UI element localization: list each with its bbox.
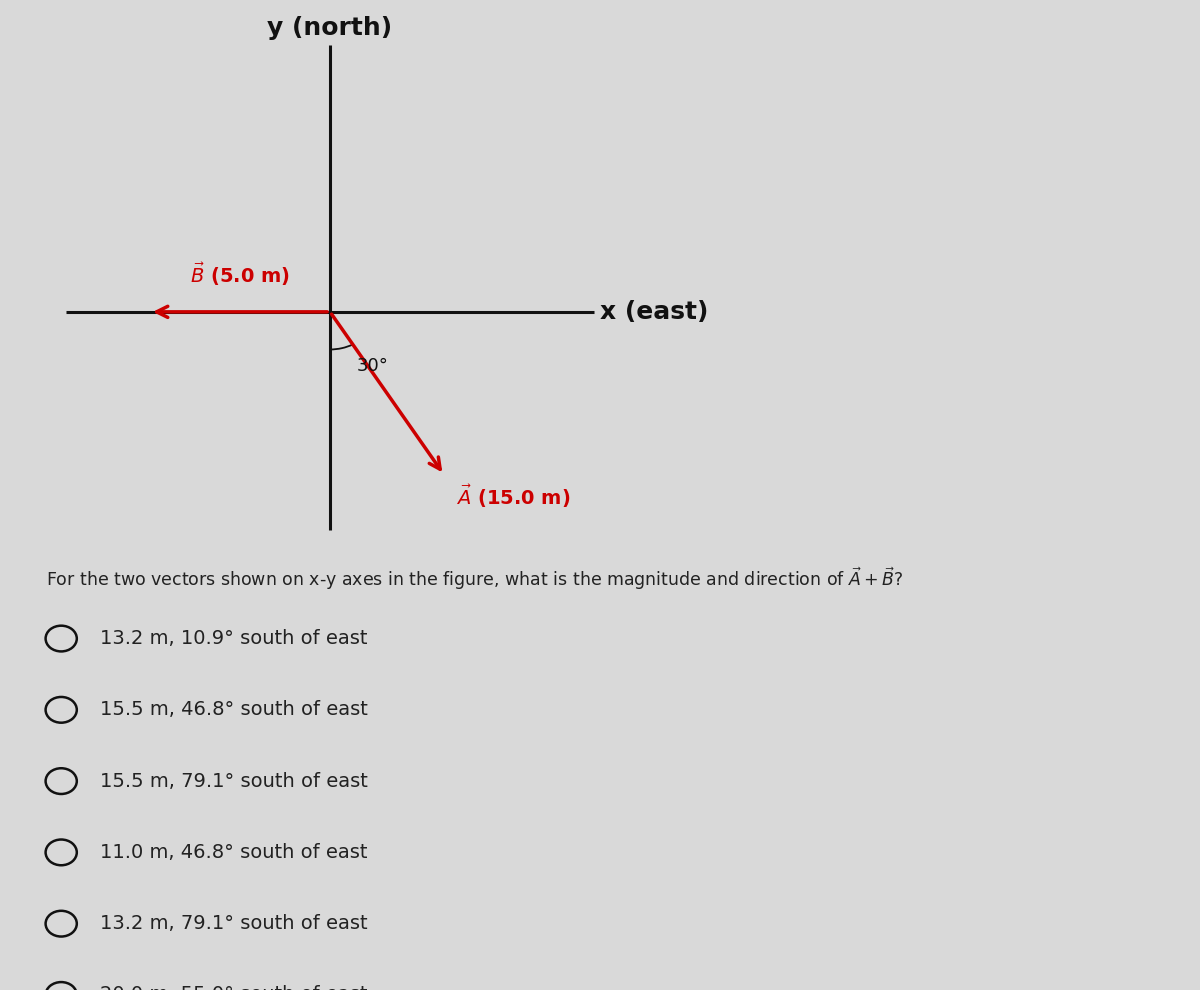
Text: x (east): x (east) [600,300,708,324]
Text: 15.5 m, 79.1° south of east: 15.5 m, 79.1° south of east [100,771,367,791]
Text: 13.2 m, 10.9° south of east: 13.2 m, 10.9° south of east [100,629,367,648]
Text: 11.0 m, 46.8° south of east: 11.0 m, 46.8° south of east [100,842,367,862]
Text: 13.2 m, 79.1° south of east: 13.2 m, 79.1° south of east [100,914,367,934]
Text: For the two vectors shown on x-y axes in the figure, what is the magnitude and d: For the two vectors shown on x-y axes in… [46,566,902,592]
Text: $\vec{B}$ (5.0 m): $\vec{B}$ (5.0 m) [190,260,290,288]
Text: $\vec{A}$ (15.0 m): $\vec{A}$ (15.0 m) [456,483,570,510]
Text: 30°: 30° [356,357,389,375]
Text: 15.5 m, 46.8° south of east: 15.5 m, 46.8° south of east [100,700,367,720]
Text: 20.0 m, 55.0° south of east: 20.0 m, 55.0° south of east [100,985,367,990]
Text: y (north): y (north) [268,16,392,40]
